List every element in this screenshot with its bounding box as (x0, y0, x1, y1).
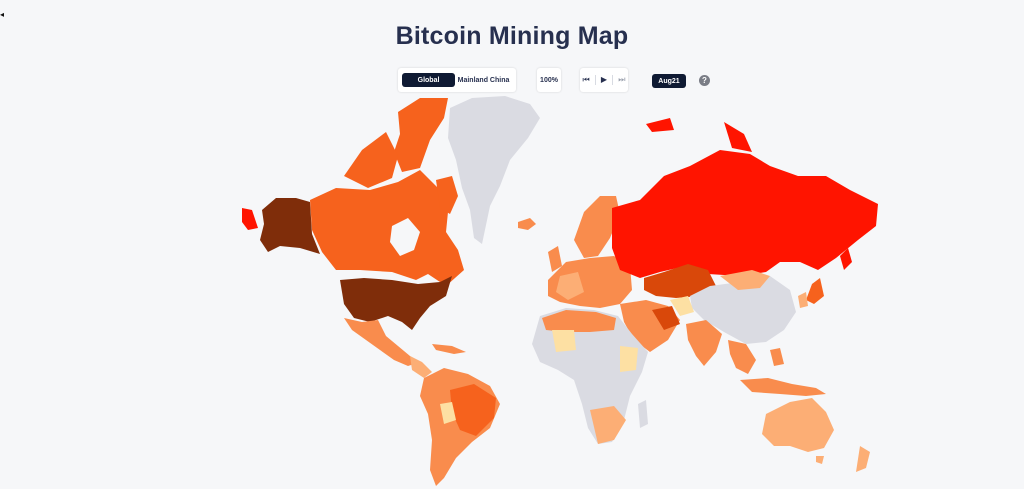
region-sahara-west[interactable] (552, 330, 576, 352)
collapse-sidebar-icon[interactable]: ◂ (0, 10, 5, 19)
region-iceland[interactable] (518, 218, 536, 230)
region-southeast-asia[interactable] (728, 340, 756, 374)
playback-controls: ⏮ ▶ ⏭ (580, 68, 628, 92)
region-europe-west[interactable] (556, 272, 584, 300)
region-hudson-bay (390, 218, 420, 256)
map-controls: Global Mainland China 100% ⏮ ▶ ⏭ Aug21 ? (0, 68, 1024, 94)
region-sakhalin[interactable] (840, 248, 852, 270)
region-central-america[interactable] (410, 356, 432, 378)
region-alaska[interactable] (260, 198, 320, 254)
region-mongolia[interactable] (720, 270, 770, 290)
region-central-asia[interactable] (670, 296, 694, 316)
region-north-africa[interactable] (542, 310, 616, 332)
region-scandinavia[interactable] (574, 196, 620, 258)
region-east-africa[interactable] (620, 346, 638, 372)
previous-icon[interactable]: ⏮ (582, 75, 590, 84)
date-selector[interactable]: Aug21 (652, 74, 686, 88)
region-japan[interactable] (806, 278, 824, 304)
region-toggle: Global Mainland China (398, 68, 516, 92)
region-india[interactable] (686, 320, 722, 366)
global-tab[interactable]: Global (402, 73, 456, 87)
region-caribbean[interactable] (432, 344, 466, 354)
region-brazil[interactable] (450, 384, 496, 436)
divider (594, 75, 596, 85)
region-china[interactable] (690, 276, 796, 344)
region-philippines[interactable] (770, 348, 784, 366)
next-icon[interactable]: ⏭ (618, 75, 626, 84)
region-alaska-tip[interactable] (242, 208, 258, 230)
region-mexico[interactable] (344, 318, 420, 366)
region-tasmania[interactable] (816, 456, 824, 464)
region-canada-islands[interactable] (344, 132, 398, 188)
region-canada-islands[interactable] (394, 98, 448, 172)
region-new-zealand[interactable] (856, 446, 870, 472)
help-icon[interactable]: ? (699, 75, 710, 86)
region-madagascar[interactable] (638, 400, 648, 428)
region-russia-north[interactable] (646, 118, 674, 132)
region-bolivia[interactable] (440, 402, 456, 424)
region-greenland[interactable] (448, 96, 540, 244)
region-uk[interactable] (548, 246, 562, 272)
zoom-panel[interactable]: 100% (537, 68, 561, 92)
region-russia-arctic[interactable] (724, 122, 752, 152)
region-iran[interactable] (652, 306, 680, 330)
play-icon[interactable]: ▶ (600, 75, 608, 84)
region-canada[interactable] (310, 170, 464, 286)
region-southern-africa[interactable] (590, 406, 626, 444)
region-indonesia[interactable] (740, 378, 826, 396)
divider (612, 75, 614, 85)
region-canada-east[interactable] (436, 176, 458, 214)
mainland-china-tab[interactable]: Mainland China (457, 76, 510, 84)
region-korea[interactable] (798, 292, 808, 308)
region-australia[interactable] (762, 398, 834, 452)
zoom-level: 100% (540, 76, 558, 84)
region-russia[interactable] (612, 150, 878, 278)
region-kazakhstan[interactable] (644, 264, 716, 298)
page-title: Bitcoin Mining Map (395, 22, 629, 50)
region-united-states[interactable] (340, 276, 452, 330)
